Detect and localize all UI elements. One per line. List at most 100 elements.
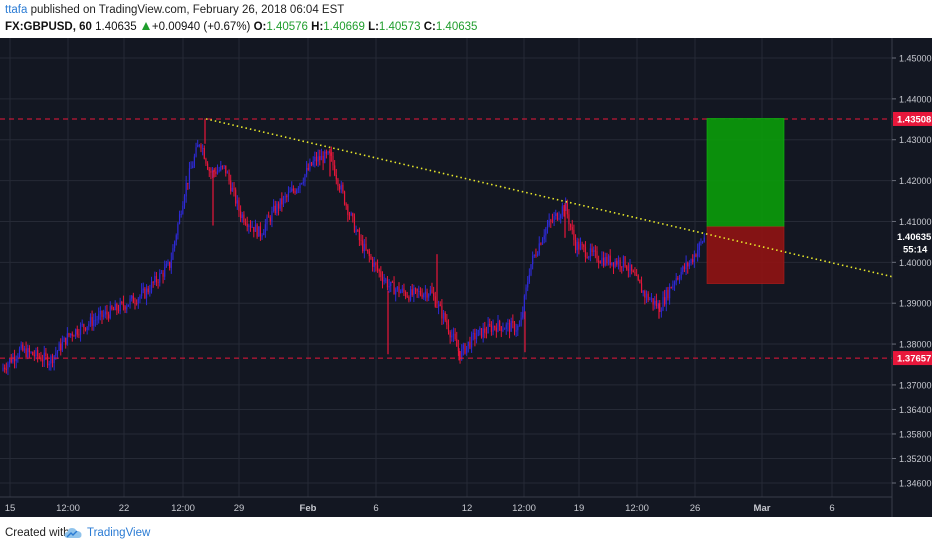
candle-body [164, 267, 166, 277]
candle-body [652, 298, 654, 305]
candle-body [343, 191, 346, 205]
candle-body [251, 226, 253, 228]
loss-zone[interactable] [706, 226, 785, 284]
candle-body [45, 352, 47, 356]
candle-body [528, 274, 530, 283]
author-link[interactable]: ttafa [5, 4, 28, 16]
footer: Created with TradingView [0, 517, 932, 550]
candle-body [127, 304, 129, 307]
candle-body [101, 310, 103, 317]
candle-body [426, 291, 428, 298]
candle-body [548, 220, 550, 226]
candle-body [289, 191, 291, 193]
candle-body [86, 326, 88, 331]
candle-body [279, 198, 281, 209]
candle-body [340, 184, 342, 190]
candle-body [347, 205, 349, 215]
candle-body [482, 328, 484, 338]
candle-body [512, 321, 514, 323]
candle-body [365, 243, 367, 250]
candle-body [698, 242, 700, 251]
candle-body [256, 224, 258, 237]
trendline[interactable] [205, 118, 893, 278]
candle-body [30, 352, 32, 353]
x-tick-label: 12:00 [625, 503, 649, 514]
candle-body [157, 281, 159, 283]
candle-body [578, 241, 580, 250]
x-tick-label: 15 [5, 503, 16, 514]
candle-body [632, 270, 634, 273]
candle-body [203, 147, 205, 159]
candle-body [480, 328, 483, 338]
candle-body [223, 165, 225, 167]
candle-body [395, 289, 397, 295]
y-tick-label: 1.42000 [899, 176, 932, 186]
candle-body [556, 213, 558, 220]
candle-body [357, 230, 359, 232]
candle-body [182, 205, 184, 215]
candle-body [332, 155, 334, 166]
candle-body [13, 356, 16, 362]
candle-body [485, 332, 488, 334]
candle-body [18, 348, 21, 357]
candle-body [376, 265, 379, 270]
candle-body [558, 217, 560, 220]
candle-body [471, 334, 473, 348]
candle-body [459, 351, 461, 360]
candle-body [258, 226, 260, 237]
candle-body [43, 352, 45, 361]
x-tick-label: 22 [119, 503, 130, 514]
candle-body [304, 174, 306, 182]
candle-body [309, 162, 311, 170]
candle-body [117, 310, 120, 312]
candle-body [688, 263, 690, 267]
tradingview-brand[interactable]: TradingView [87, 527, 151, 539]
y-tick-label: 1.38000 [899, 340, 932, 350]
candle-body [657, 303, 659, 307]
candle-body [310, 162, 313, 166]
candle-body [593, 250, 595, 252]
candle-body [10, 358, 12, 363]
candle-body [248, 225, 250, 227]
candle-body [299, 183, 301, 189]
candle-body [139, 295, 141, 299]
price-axis[interactable]: 1.45000 1.44000 1.43000 1.42000 1.41000 1.400… [892, 54, 932, 489]
candle-body [555, 213, 557, 217]
long-position-tool[interactable] [706, 118, 785, 284]
candle-body [240, 211, 242, 218]
candle-body [626, 266, 628, 270]
candle-body [4, 367, 6, 370]
candle-body [413, 288, 415, 295]
candle-body [523, 295, 525, 313]
candle-body [98, 314, 100, 320]
x-tick-label: 6 [829, 503, 834, 514]
candle-body [566, 202, 568, 215]
candle-body [322, 155, 324, 163]
candle-body [261, 235, 263, 237]
chart-canvas[interactable]: 1.45000 1.44000 1.43000 1.42000 1.41000 1.400… [0, 38, 932, 517]
symbol-label[interactable]: FX:GBPUSD, 60 [5, 21, 92, 33]
candle-body [642, 291, 644, 293]
candle-body [17, 356, 19, 359]
current-price-label: 1.40635 [897, 232, 932, 243]
y-tick-label: 1.37000 [899, 380, 932, 390]
x-tick-label: 29 [234, 503, 245, 514]
candle-body [198, 144, 200, 146]
profit-zone[interactable] [706, 118, 785, 228]
trendline-dotted[interactable] [205, 118, 893, 278]
candle-body [66, 333, 68, 345]
high-value: 1.40669 [323, 21, 365, 33]
candle-body [494, 326, 496, 328]
candle-body [345, 204, 347, 206]
price-chart[interactable]: 1.45000 1.44000 1.43000 1.42000 1.41000 1.400… [0, 38, 932, 517]
candle-body [520, 317, 522, 326]
candle-body [116, 303, 118, 311]
candle-body [636, 275, 638, 277]
time-axis[interactable]: 15 12:00 22 12:00 29 Feb 6 12 12:00 19 12:00 26 Mar 6 [5, 503, 835, 514]
candle-body [551, 220, 554, 222]
candle-body [126, 306, 128, 310]
candle-body [131, 295, 133, 299]
candle-body [249, 225, 252, 228]
candle-body [207, 163, 209, 170]
candle-body [294, 190, 296, 194]
